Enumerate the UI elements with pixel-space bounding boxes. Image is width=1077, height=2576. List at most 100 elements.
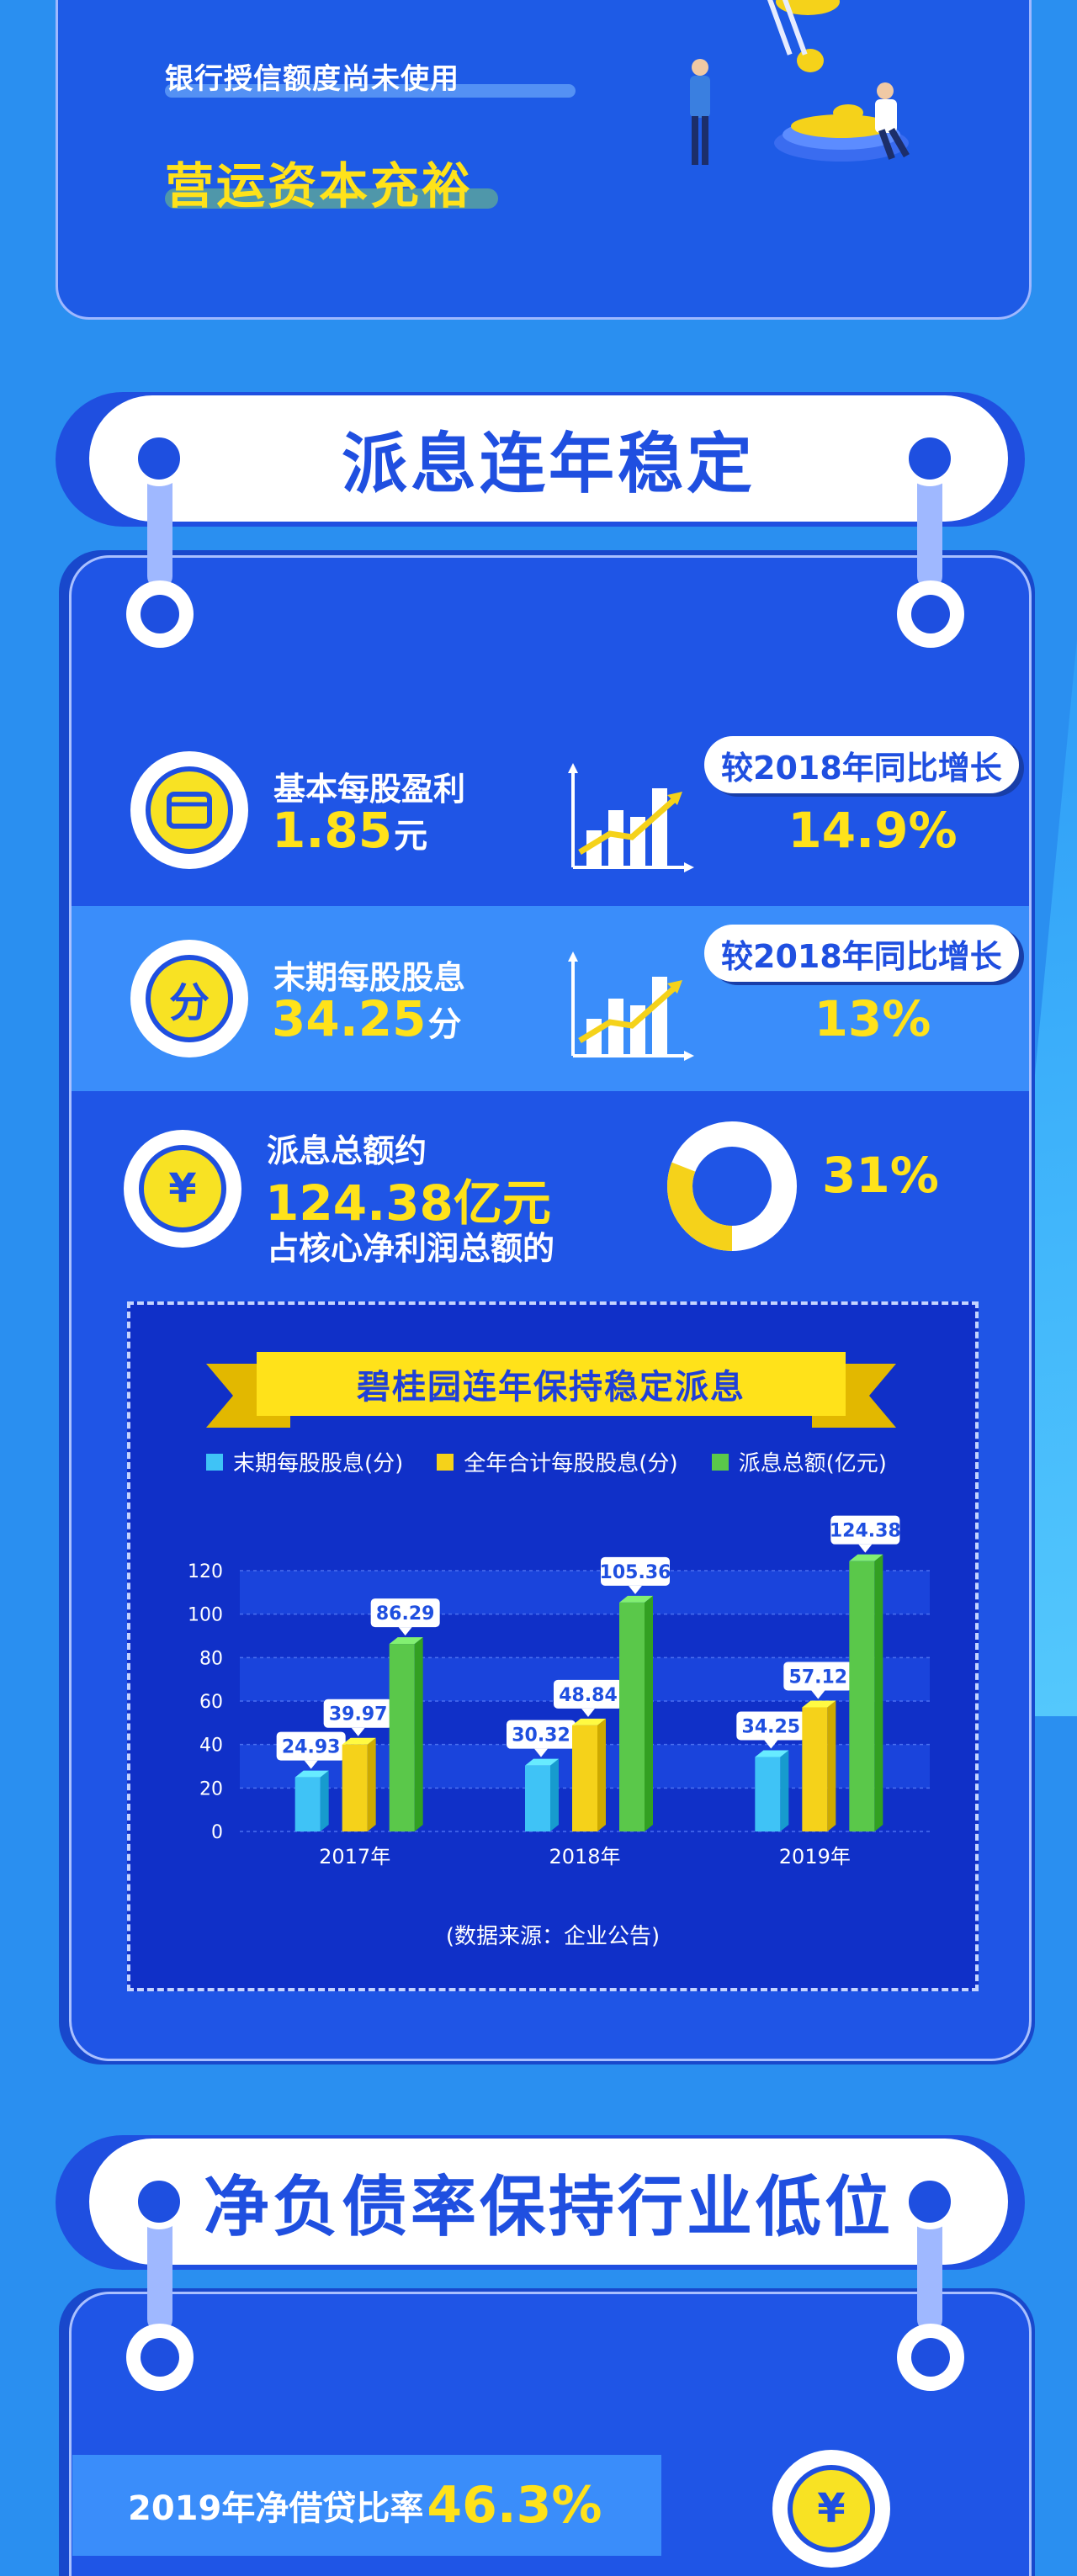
y-tick-label: 100: [188, 1605, 223, 1626]
bar-side: [320, 1770, 329, 1831]
top-pill-underline: [165, 84, 576, 98]
metric-final-dividend: 分 末期每股股息 34.25分 较2018年同比增长 13%: [72, 906, 1029, 1091]
final-dividend-growth-label: 较2018年同比增长: [704, 925, 1019, 982]
data-label-pointer: [811, 1690, 825, 1699]
data-label: 24.93: [282, 1737, 341, 1758]
bar-top: [755, 1750, 789, 1757]
final-dividend-unit: 分: [427, 1005, 462, 1044]
eps-unit: 元: [394, 817, 428, 856]
final-dividend-value: 34.25: [272, 990, 427, 1047]
bar: [525, 1765, 550, 1831]
data-label-pointer: [858, 1544, 873, 1553]
bar: [572, 1725, 597, 1831]
bar-top: [294, 1770, 329, 1778]
bar-top: [342, 1737, 376, 1745]
data-label-pointer: [351, 1727, 365, 1736]
bar-top: [802, 1700, 836, 1708]
data-label-box: [276, 1731, 346, 1761]
bar: [619, 1602, 645, 1831]
bar-side: [874, 1554, 883, 1831]
eps-label: 基本每股盈利: [273, 771, 466, 808]
bar-top: [525, 1758, 559, 1766]
section-title: 派息连年稳定: [341, 427, 756, 502]
bar: [802, 1707, 828, 1831]
eps-value-line: 1.85元: [272, 802, 427, 859]
binder-hole-right: [902, 431, 958, 486]
binder-ring-right: [897, 580, 964, 648]
dividend-card: 基本每股盈利 1.85元 较2018年同比增长 14.9% 分 末期每股股息 3…: [69, 555, 1032, 2061]
data-label-box: [601, 1556, 670, 1586]
data-label-pointer: [304, 1760, 318, 1769]
data-label-box: [507, 1720, 576, 1749]
chart-title-ribbon: 碧桂园连年保持稳定派息: [206, 1352, 896, 1428]
working-capital-text: 营运资本充裕: [165, 157, 474, 215]
section-header-pill: 派息连年稳定: [89, 395, 1008, 522]
x-tick-label: 2019年: [779, 1845, 851, 1868]
bar-side: [414, 1637, 423, 1831]
growth-bar-chart-icon: [568, 951, 694, 1061]
total-payout-label: 派息总额约: [267, 1132, 427, 1169]
yuan-coin-icon: ¥: [124, 1130, 241, 1248]
final-dividend-growth-value: 13%: [814, 990, 931, 1047]
bar-side: [367, 1737, 376, 1831]
bar-top: [389, 1637, 423, 1645]
chart-legend: 末期每股股息(分) 全年合计每股股息(分) 派息总额(亿元): [206, 1446, 887, 1477]
final-dividend-value-line: 34.25分: [272, 990, 461, 1047]
data-label: 34.25: [742, 1717, 801, 1738]
y-tick-label: 20: [199, 1778, 223, 1799]
data-label-pointer: [764, 1740, 778, 1749]
bar: [755, 1757, 781, 1831]
net-gearing-value: 46.3%: [427, 2476, 602, 2535]
data-label: 86.29: [376, 1603, 435, 1625]
growth-bar-chart-icon: [568, 763, 694, 872]
y-tick-label: 80: [199, 1648, 223, 1669]
legend-item-total-payout: 派息总额(亿元): [711, 1446, 887, 1477]
payout-share-label: 占核心净利润总额的: [267, 1230, 555, 1267]
chart-title: 碧桂园连年保持稳定派息: [257, 1352, 846, 1416]
net-gearing-label: 2019年净借贷比率: [128, 2489, 424, 2528]
bar: [342, 1744, 368, 1831]
final-dividend-label: 末期每股股息: [273, 959, 466, 996]
section-header-net-gearing: 净负债率保持行业低位: [56, 2135, 1025, 2270]
credit-line-text: 银行授信额度尚未使用: [165, 62, 459, 96]
binder-hole-left: [131, 2174, 187, 2229]
bar-side: [550, 1758, 559, 1831]
x-tick-label: 2017年: [319, 1845, 390, 1868]
dividend-bar-chart: 0 20 40 60 80 100 120 24.93 39.97 86.29 2017年 30.32…: [188, 1515, 930, 1868]
legend-label: 末期每股股息(分): [233, 1451, 404, 1476]
bar-side: [827, 1700, 836, 1831]
eps-growth-value: 14.9%: [788, 802, 958, 859]
bar: [849, 1561, 875, 1831]
data-label-box: [830, 1515, 900, 1545]
data-label: 48.84: [559, 1685, 618, 1706]
bar-side: [780, 1750, 789, 1831]
legend-item-annual-dividend: 全年合计每股股息(分): [437, 1446, 678, 1477]
eps-growth-label: 较2018年同比增长: [704, 736, 1019, 793]
bar-top: [572, 1718, 606, 1725]
bar-side: [645, 1595, 653, 1831]
legend-swatch: [711, 1453, 729, 1471]
chart-source: (数据来源：企业公告): [445, 1924, 661, 1949]
data-label-box: [783, 1662, 853, 1691]
data-label: 30.32: [512, 1725, 570, 1746]
data-label: 105.36: [600, 1562, 671, 1583]
eps-value: 1.85: [272, 802, 393, 859]
fen-coin-icon: 分: [130, 940, 248, 1057]
dividend-chart: 碧桂园连年保持稳定派息 末期每股股息(分) 全年合计每股股息(分) 派息总额(亿…: [127, 1301, 979, 1991]
y-tick-label: 60: [199, 1692, 223, 1713]
data-label: 124.38: [830, 1521, 901, 1542]
business-people-coins-illustration: [690, 0, 910, 165]
binder-hole-left: [131, 431, 187, 486]
net-gearing-ratio-bar: 2019年净借贷比率 46.3%: [72, 2455, 661, 2556]
payout-share-donut: [667, 1121, 797, 1251]
legend-label: 全年合计每股股息(分): [464, 1451, 678, 1476]
data-label: 57.12: [789, 1667, 848, 1688]
data-label-pointer: [629, 1585, 642, 1594]
data-label-pointer: [581, 1708, 595, 1717]
legend-label: 派息总额(亿元): [738, 1451, 887, 1476]
total-payout-value: 124.38亿元: [265, 1174, 551, 1232]
wallet-icon: [130, 751, 248, 869]
bar-top: [849, 1554, 883, 1561]
bar: [389, 1644, 415, 1831]
y-tick-label: 40: [199, 1736, 223, 1757]
